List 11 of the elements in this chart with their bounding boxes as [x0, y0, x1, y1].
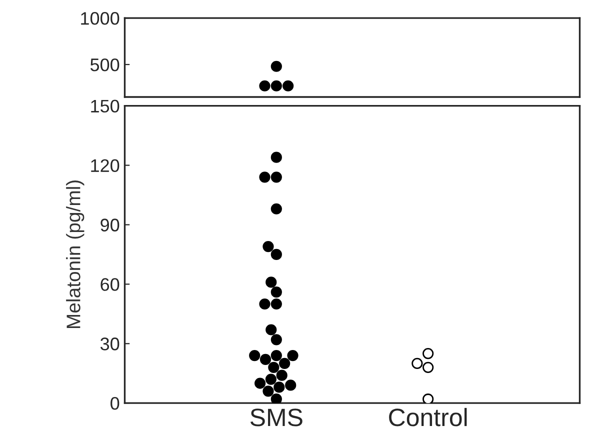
y-tick-label: 90: [100, 218, 120, 232]
y-tick-label: 1000: [81, 12, 120, 25]
x-tick-label: SMS: [250, 408, 302, 426]
y-tick-label: 500: [90, 58, 120, 72]
y-axis-title: Melatonin (pg/ml): [66, 180, 84, 328]
y-tick-label: 120: [91, 159, 120, 172]
y-tick-label: 30: [100, 338, 120, 350]
y-tick-label: 60: [100, 278, 120, 291]
x-tick-label: Control: [389, 408, 467, 426]
y-tick-label: 0: [110, 397, 120, 410]
y-tick-label: 150: [91, 100, 120, 113]
